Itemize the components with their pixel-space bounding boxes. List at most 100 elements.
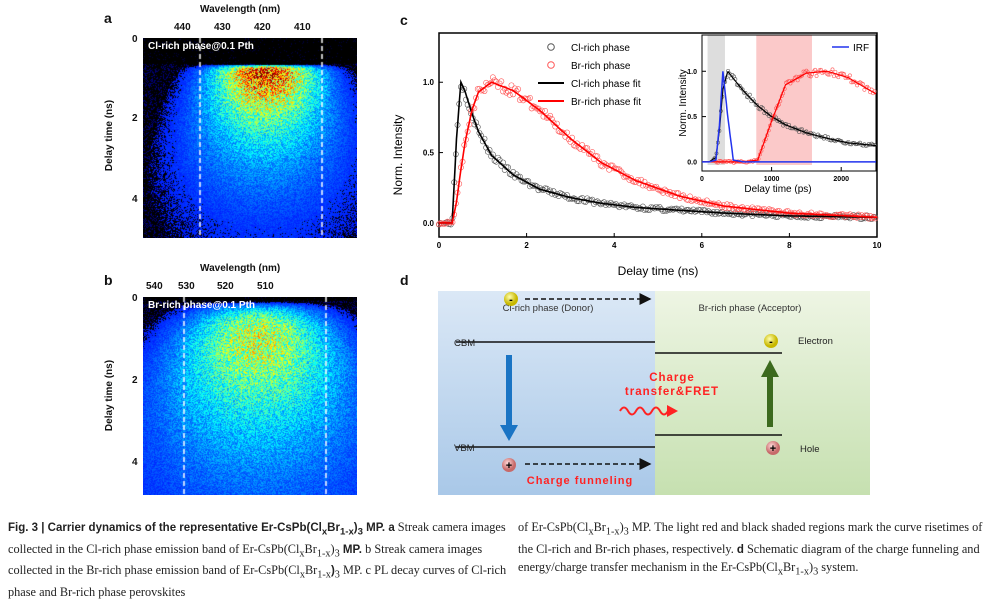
caption-text: Br xyxy=(304,563,318,578)
y-tick-label: 0.0 xyxy=(687,159,697,166)
data-point xyxy=(872,215,879,222)
caption-text: x xyxy=(777,566,783,578)
caption-text: x xyxy=(321,526,328,538)
caption-text: Streak camera images collected in the Br… xyxy=(8,541,483,578)
y-axis-label: Norm. Intensity xyxy=(391,115,405,196)
caption-text: 3 xyxy=(334,569,340,581)
caption-text: Br xyxy=(593,520,606,534)
data-point xyxy=(715,200,722,207)
hole-icon xyxy=(766,441,780,455)
shaded-region-red xyxy=(756,35,812,165)
data-point xyxy=(727,71,732,76)
caption-text: ) xyxy=(330,541,335,556)
transfer-label-1: Charge xyxy=(649,372,695,384)
fit-line-inset-irf xyxy=(702,71,876,163)
panel-a-top-axis-label: Wavelength (nm) xyxy=(200,4,281,15)
caption-column-2: of Er-CsPb(ClxBr1-x)3 MP. The light red … xyxy=(518,519,983,581)
transfer-label-2: transfer&FRET xyxy=(625,386,719,398)
caption-text: Streak camera images collected in the Cl… xyxy=(8,520,506,556)
legend-marker-br xyxy=(547,61,555,69)
caption-text: 3 xyxy=(357,526,363,538)
data-point xyxy=(587,151,594,157)
caption-text: ) xyxy=(353,522,358,534)
data-point xyxy=(740,87,745,92)
data-point xyxy=(542,108,549,114)
tick: 0 xyxy=(132,34,138,45)
fit-line-cl-rich-phase-fit xyxy=(439,79,877,224)
data-point xyxy=(847,73,852,78)
inset-legend-label: IRF xyxy=(853,43,869,54)
data-point xyxy=(560,130,567,136)
panel-b-title: Br-rich phase@0.1 Pth xyxy=(148,300,256,311)
y-tick-label: 0.5 xyxy=(687,114,697,121)
data-point xyxy=(574,140,581,147)
data-point xyxy=(550,119,557,126)
y-tick-label: 0.5 xyxy=(423,149,435,158)
caption-text: 1-x xyxy=(605,526,620,538)
tick: 410 xyxy=(294,22,311,33)
data-point xyxy=(503,89,510,96)
legend-label: Cl-rich phase fit xyxy=(571,79,641,90)
caption-text: 3 xyxy=(623,526,629,538)
plot-frame xyxy=(701,34,877,172)
caption-text: ) xyxy=(619,520,624,534)
data-point xyxy=(836,75,841,80)
data-point xyxy=(508,82,515,89)
caption-text: 3 xyxy=(813,566,819,578)
caption-text: MP. xyxy=(339,543,366,556)
x-tick-label: 0 xyxy=(700,176,704,183)
data-point xyxy=(800,73,804,78)
tick: 530 xyxy=(178,281,195,292)
inset-x-axis-label: Delay time (ps) xyxy=(744,184,811,195)
x-tick-label: 4 xyxy=(612,241,617,250)
legend: Cl-rich phase Br-rich phase Cl-rich phas… xyxy=(538,43,641,108)
data-point xyxy=(811,212,818,219)
legend-label: Br-rich phase xyxy=(571,61,631,72)
data-point xyxy=(624,173,631,180)
electron-label: Electron xyxy=(798,336,833,347)
plus-sign: + xyxy=(506,460,512,472)
data-point xyxy=(734,206,741,213)
caption-text: ) xyxy=(330,565,335,578)
caption-text: d xyxy=(736,543,744,556)
caption-text: MP. xyxy=(362,522,386,534)
data-point xyxy=(739,212,746,219)
streak-image-br xyxy=(143,297,357,495)
data-point xyxy=(830,67,835,72)
data-point xyxy=(862,87,867,92)
caption-text: a xyxy=(385,522,395,534)
caption-text: 1-x xyxy=(339,526,354,538)
cbm-label: CBM xyxy=(454,338,475,349)
x-tick-label: 6 xyxy=(700,241,705,250)
data-point xyxy=(602,202,609,208)
caption-text: 1-x xyxy=(316,548,331,560)
x-axis-label: Delay time (ns) xyxy=(618,264,699,278)
donor-label: Cl-rich phase (Donor) xyxy=(503,303,594,314)
tick: 4 xyxy=(132,194,138,205)
data-point xyxy=(869,215,875,222)
caption-text: b xyxy=(365,541,372,556)
panel-c-label: c xyxy=(400,12,408,28)
data-point xyxy=(826,72,831,77)
caption-column-1: Fig. 3 | Carrier dynamics of the represe… xyxy=(8,519,508,601)
charge-transfer-schematic: Cl-rich phase (Donor) Br-rich phase (Acc… xyxy=(438,291,870,495)
inset-y-axis-label: Norm. Intensity xyxy=(678,69,689,136)
plot-frame xyxy=(438,32,878,238)
caption-text: x xyxy=(588,526,594,538)
funneling-label: Charge funneling xyxy=(527,475,633,487)
data-point xyxy=(795,78,800,83)
caption-text: c xyxy=(365,563,372,578)
caption-text: x xyxy=(299,569,305,581)
data-point xyxy=(478,132,485,139)
acceptor-label: Br-rich phase (Acceptor) xyxy=(699,303,802,314)
caption-text: 1-x xyxy=(317,569,331,581)
legend-label: Cl-rich phase xyxy=(571,43,630,54)
data-point xyxy=(702,207,709,214)
caption-text: Br xyxy=(304,541,317,556)
hole-label: Hole xyxy=(800,444,820,455)
caption-text: Br xyxy=(782,560,796,575)
donor-region xyxy=(438,291,655,495)
data-point xyxy=(570,142,577,149)
data-point xyxy=(813,67,818,72)
data-point xyxy=(634,206,641,212)
